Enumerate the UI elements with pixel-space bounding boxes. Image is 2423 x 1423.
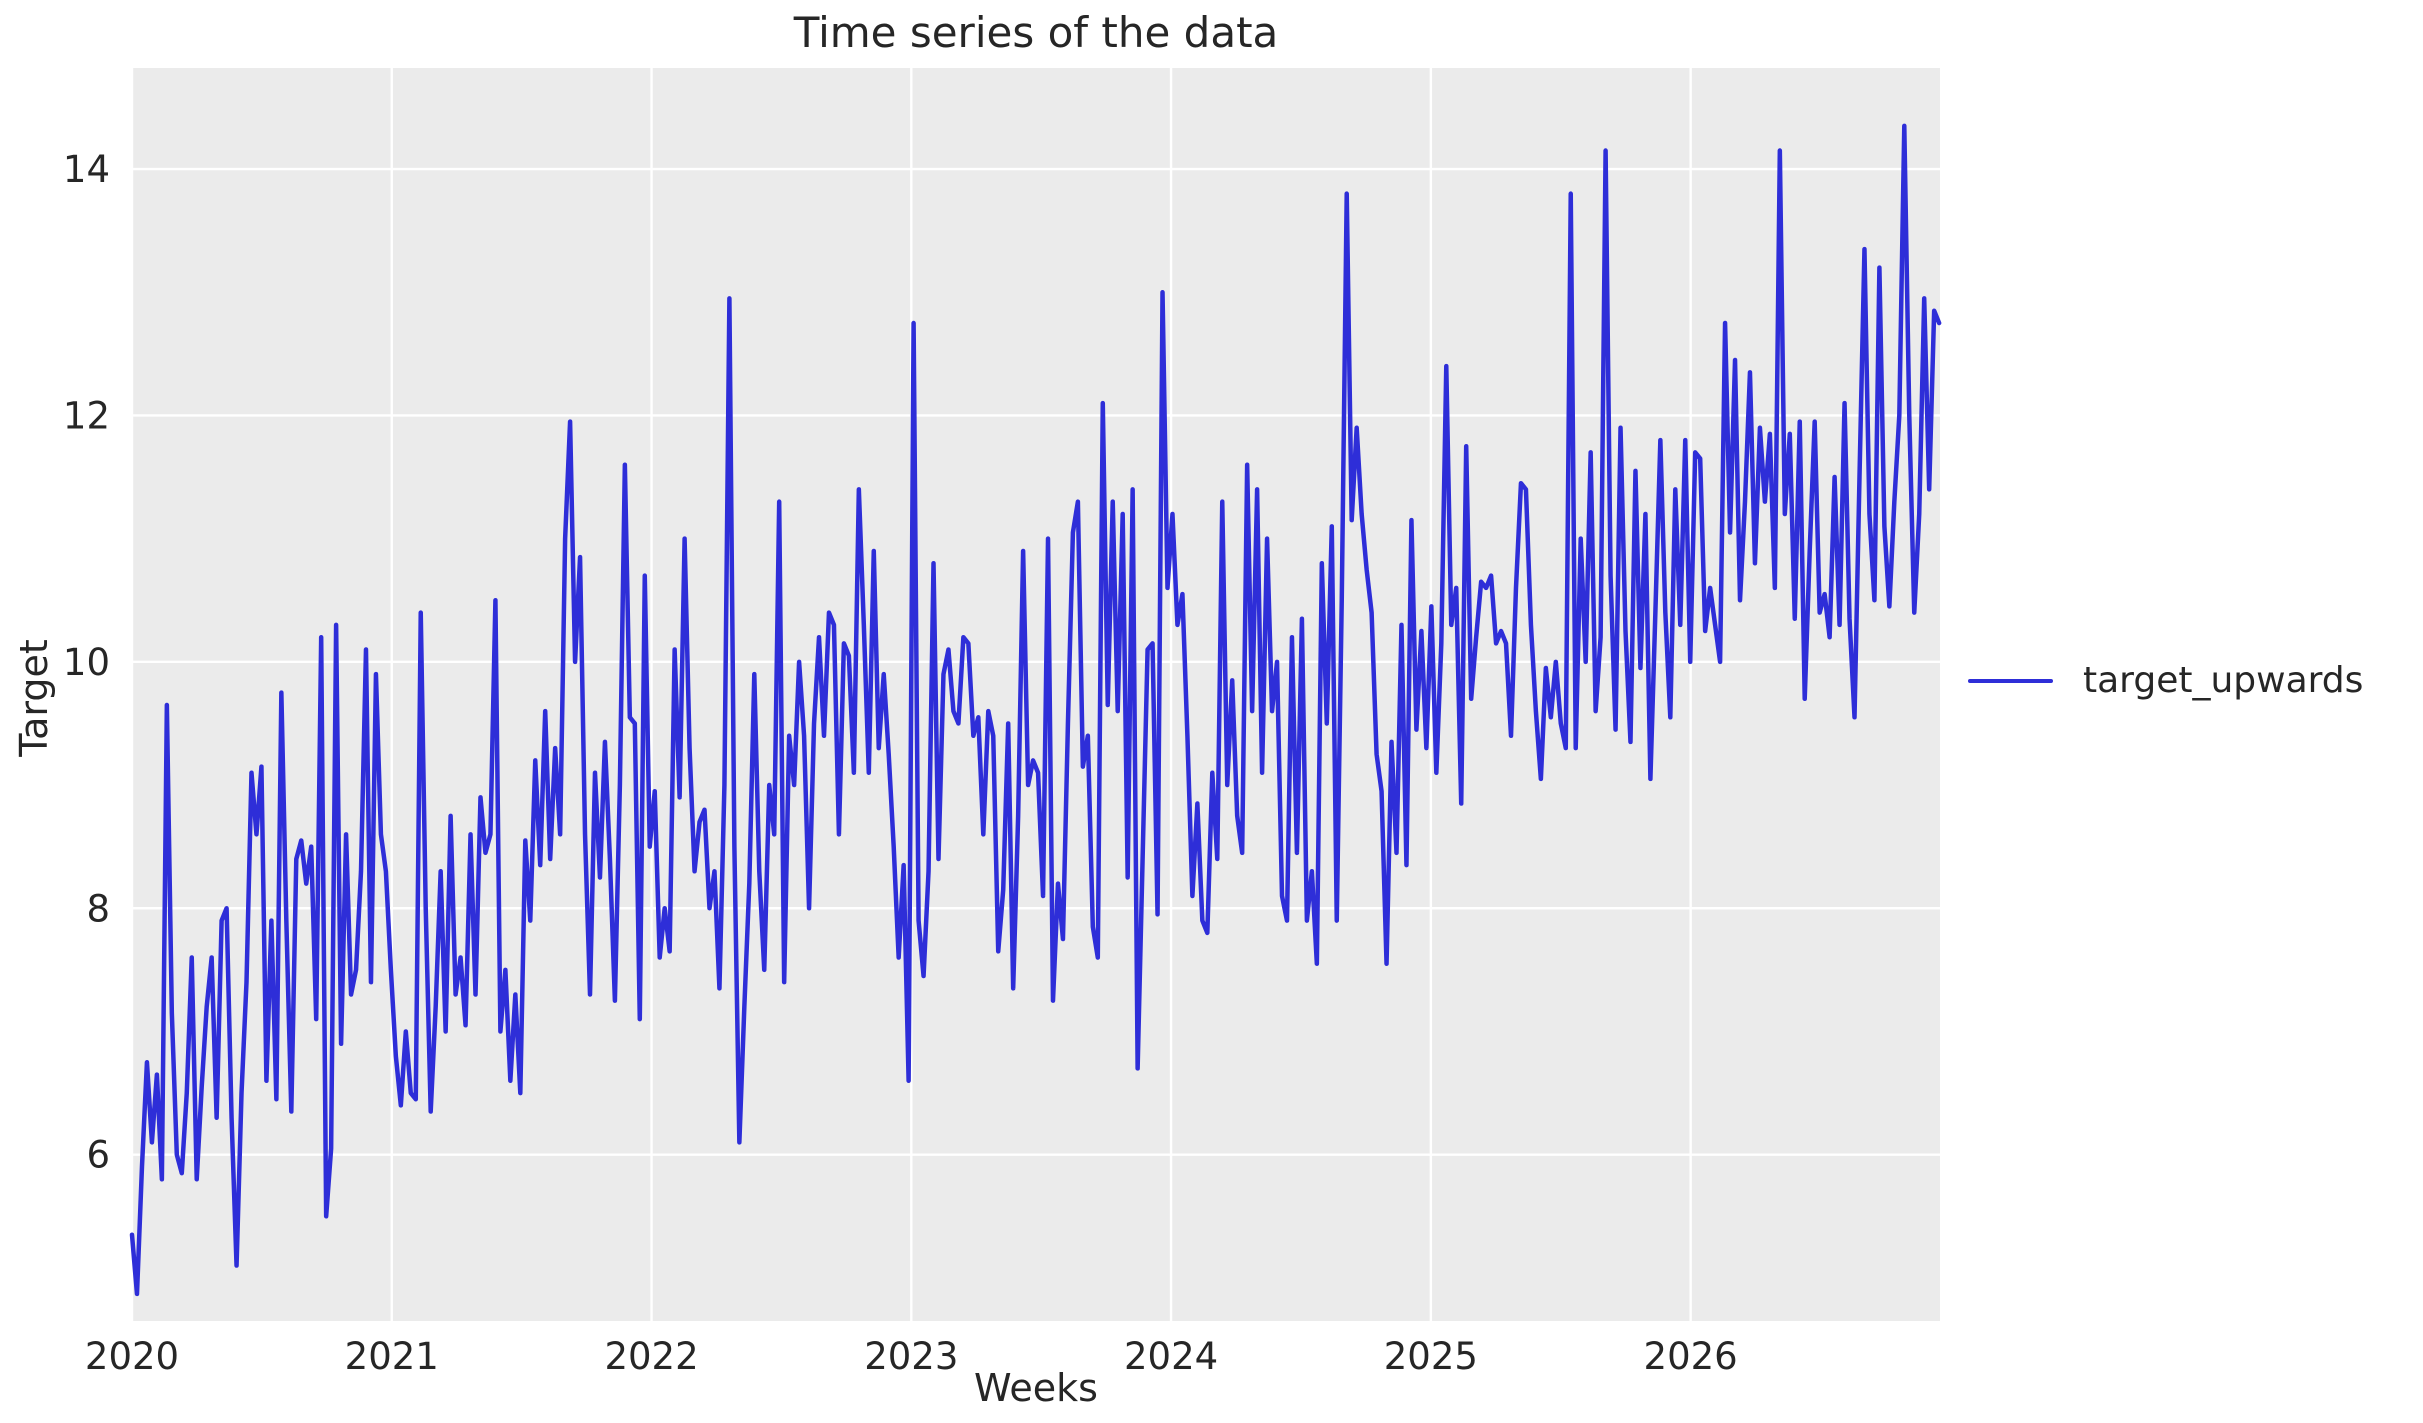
chart-title: Time series of the data bbox=[793, 8, 1279, 57]
y-axis-label: Target bbox=[12, 639, 56, 757]
x-tick-label: 2021 bbox=[345, 1335, 439, 1378]
legend: target_upwards bbox=[1968, 660, 2363, 701]
y-tick-label: 6 bbox=[86, 1134, 110, 1177]
x-tick-label: 2025 bbox=[1384, 1335, 1478, 1378]
x-tick-label: 2022 bbox=[604, 1335, 698, 1378]
y-tick-label: 12 bbox=[63, 394, 110, 437]
x-axis-label: Weeks bbox=[974, 1366, 1098, 1410]
legend-series-label: target_upwards bbox=[2083, 660, 2364, 701]
y-tick-label: 10 bbox=[63, 641, 110, 684]
legend-line-swatch bbox=[1968, 678, 2053, 683]
plot-area bbox=[132, 68, 1940, 1321]
series-line-target_upwards bbox=[129, 123, 1942, 1297]
x-tick-label: 2026 bbox=[1644, 1335, 1738, 1378]
y-tick-label: 8 bbox=[86, 887, 110, 930]
x-tick-label: 2024 bbox=[1124, 1335, 1218, 1378]
x-tick-label: 2023 bbox=[864, 1335, 958, 1378]
x-tick-label: 2020 bbox=[85, 1335, 179, 1378]
y-tick-label: 14 bbox=[63, 148, 110, 191]
